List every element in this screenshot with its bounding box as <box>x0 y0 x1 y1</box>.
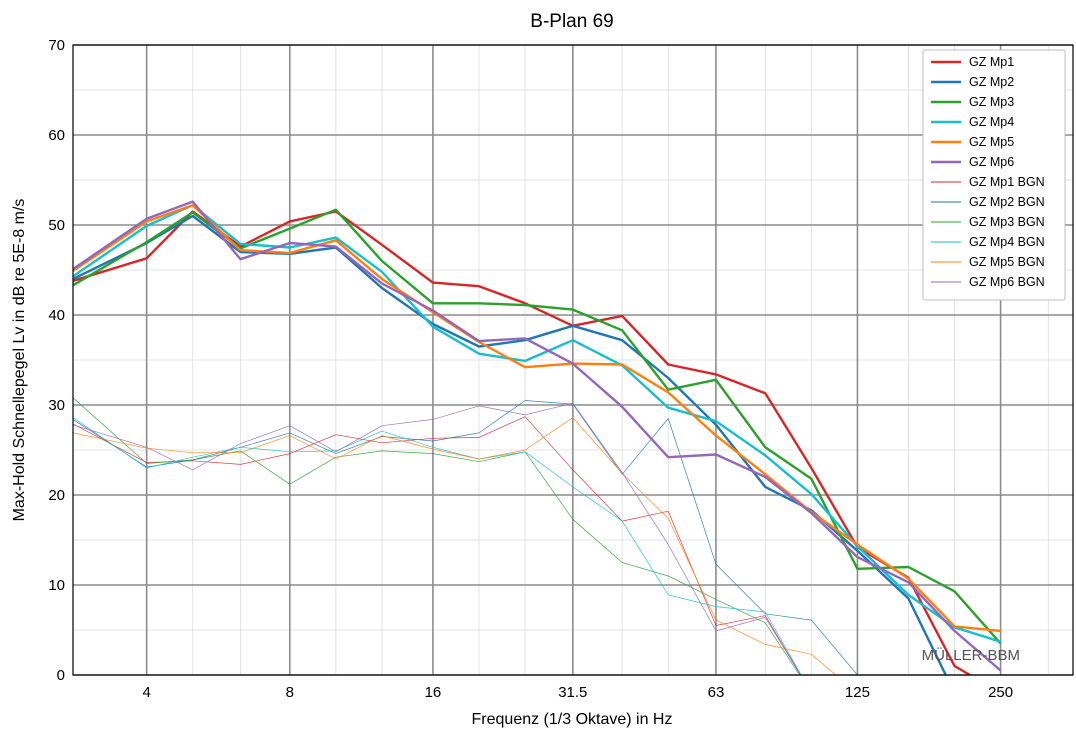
legend-label: GZ Mp3 BGN <box>969 215 1045 229</box>
legend-label: GZ Mp2 <box>969 75 1014 89</box>
x-tick-label: 4 <box>142 684 150 701</box>
series-line-gz-mp2-bgn <box>73 400 858 675</box>
chart-title: B-Plan 69 <box>530 11 613 32</box>
x-axis-title: Frequenz (1/3 Oktave) in Hz <box>472 711 673 728</box>
legend-label: GZ Mp3 <box>969 95 1014 109</box>
minor-grid <box>73 45 1073 675</box>
legend-label: GZ Mp5 <box>969 135 1014 149</box>
legend-label: GZ Mp2 BGN <box>969 195 1045 209</box>
legend: GZ Mp1 GZ Mp2 GZ Mp3 GZ Mp4 GZ Mp5 GZ Mp6 GZ M… <box>922 49 1066 301</box>
x-tick-label: 63 <box>708 684 725 701</box>
plot-frame <box>72 44 1074 676</box>
y-tick-label: 70 <box>48 37 65 54</box>
x-tick-label: 250 <box>988 684 1013 701</box>
series-line-gz-mp1-bgn <box>73 416 802 675</box>
series-line-gz-mp1 <box>73 210 973 675</box>
x-tick-label: 125 <box>845 684 870 701</box>
y-tick-label: 60 <box>48 127 65 144</box>
y-axis-title: Max-Hold Schnellepegel Lv in dB re 5E-8 … <box>11 199 28 522</box>
legend-label: GZ Mp5 BGN <box>969 255 1045 269</box>
series-line-gz-mp2 <box>73 214 948 675</box>
y-tick-label: 30 <box>48 397 65 414</box>
y-tick-label: 10 <box>48 577 65 594</box>
legend-box <box>922 49 1066 301</box>
x-tick-label: 16 <box>425 684 442 701</box>
y-tick-label: 20 <box>48 487 65 504</box>
legend-label: GZ Mp4 BGN <box>969 235 1045 249</box>
y-axis: 0 10 20 30 40 50 60 70 <box>48 37 65 684</box>
legend-label: GZ Mp6 BGN <box>969 275 1045 289</box>
series-line-gz-mp4-bgn <box>73 417 802 675</box>
watermark-text: MÜLLER-BBM <box>922 646 1020 664</box>
series-line-gz-mp6 <box>73 200 1002 672</box>
y-tick-label: 40 <box>48 307 65 324</box>
x-tick-label: 8 <box>286 684 294 701</box>
series-line-gz-mp6-bgn <box>73 402 801 675</box>
x-axis: 4 8 16 31.5 63 125 250 <box>142 684 1013 701</box>
legend-label: GZ Mp6 <box>969 155 1014 169</box>
y-tick-label: 50 <box>48 217 65 234</box>
series-line-gz-mp5 <box>73 203 1001 633</box>
legend-label: GZ Mp1 <box>969 55 1014 69</box>
y-tick-label: 0 <box>57 667 65 684</box>
legend-label: GZ Mp1 BGN <box>969 175 1045 189</box>
series-layer <box>73 200 1002 675</box>
legend-label: GZ Mp4 <box>969 115 1014 129</box>
x-tick-label: 31.5 <box>558 684 587 701</box>
